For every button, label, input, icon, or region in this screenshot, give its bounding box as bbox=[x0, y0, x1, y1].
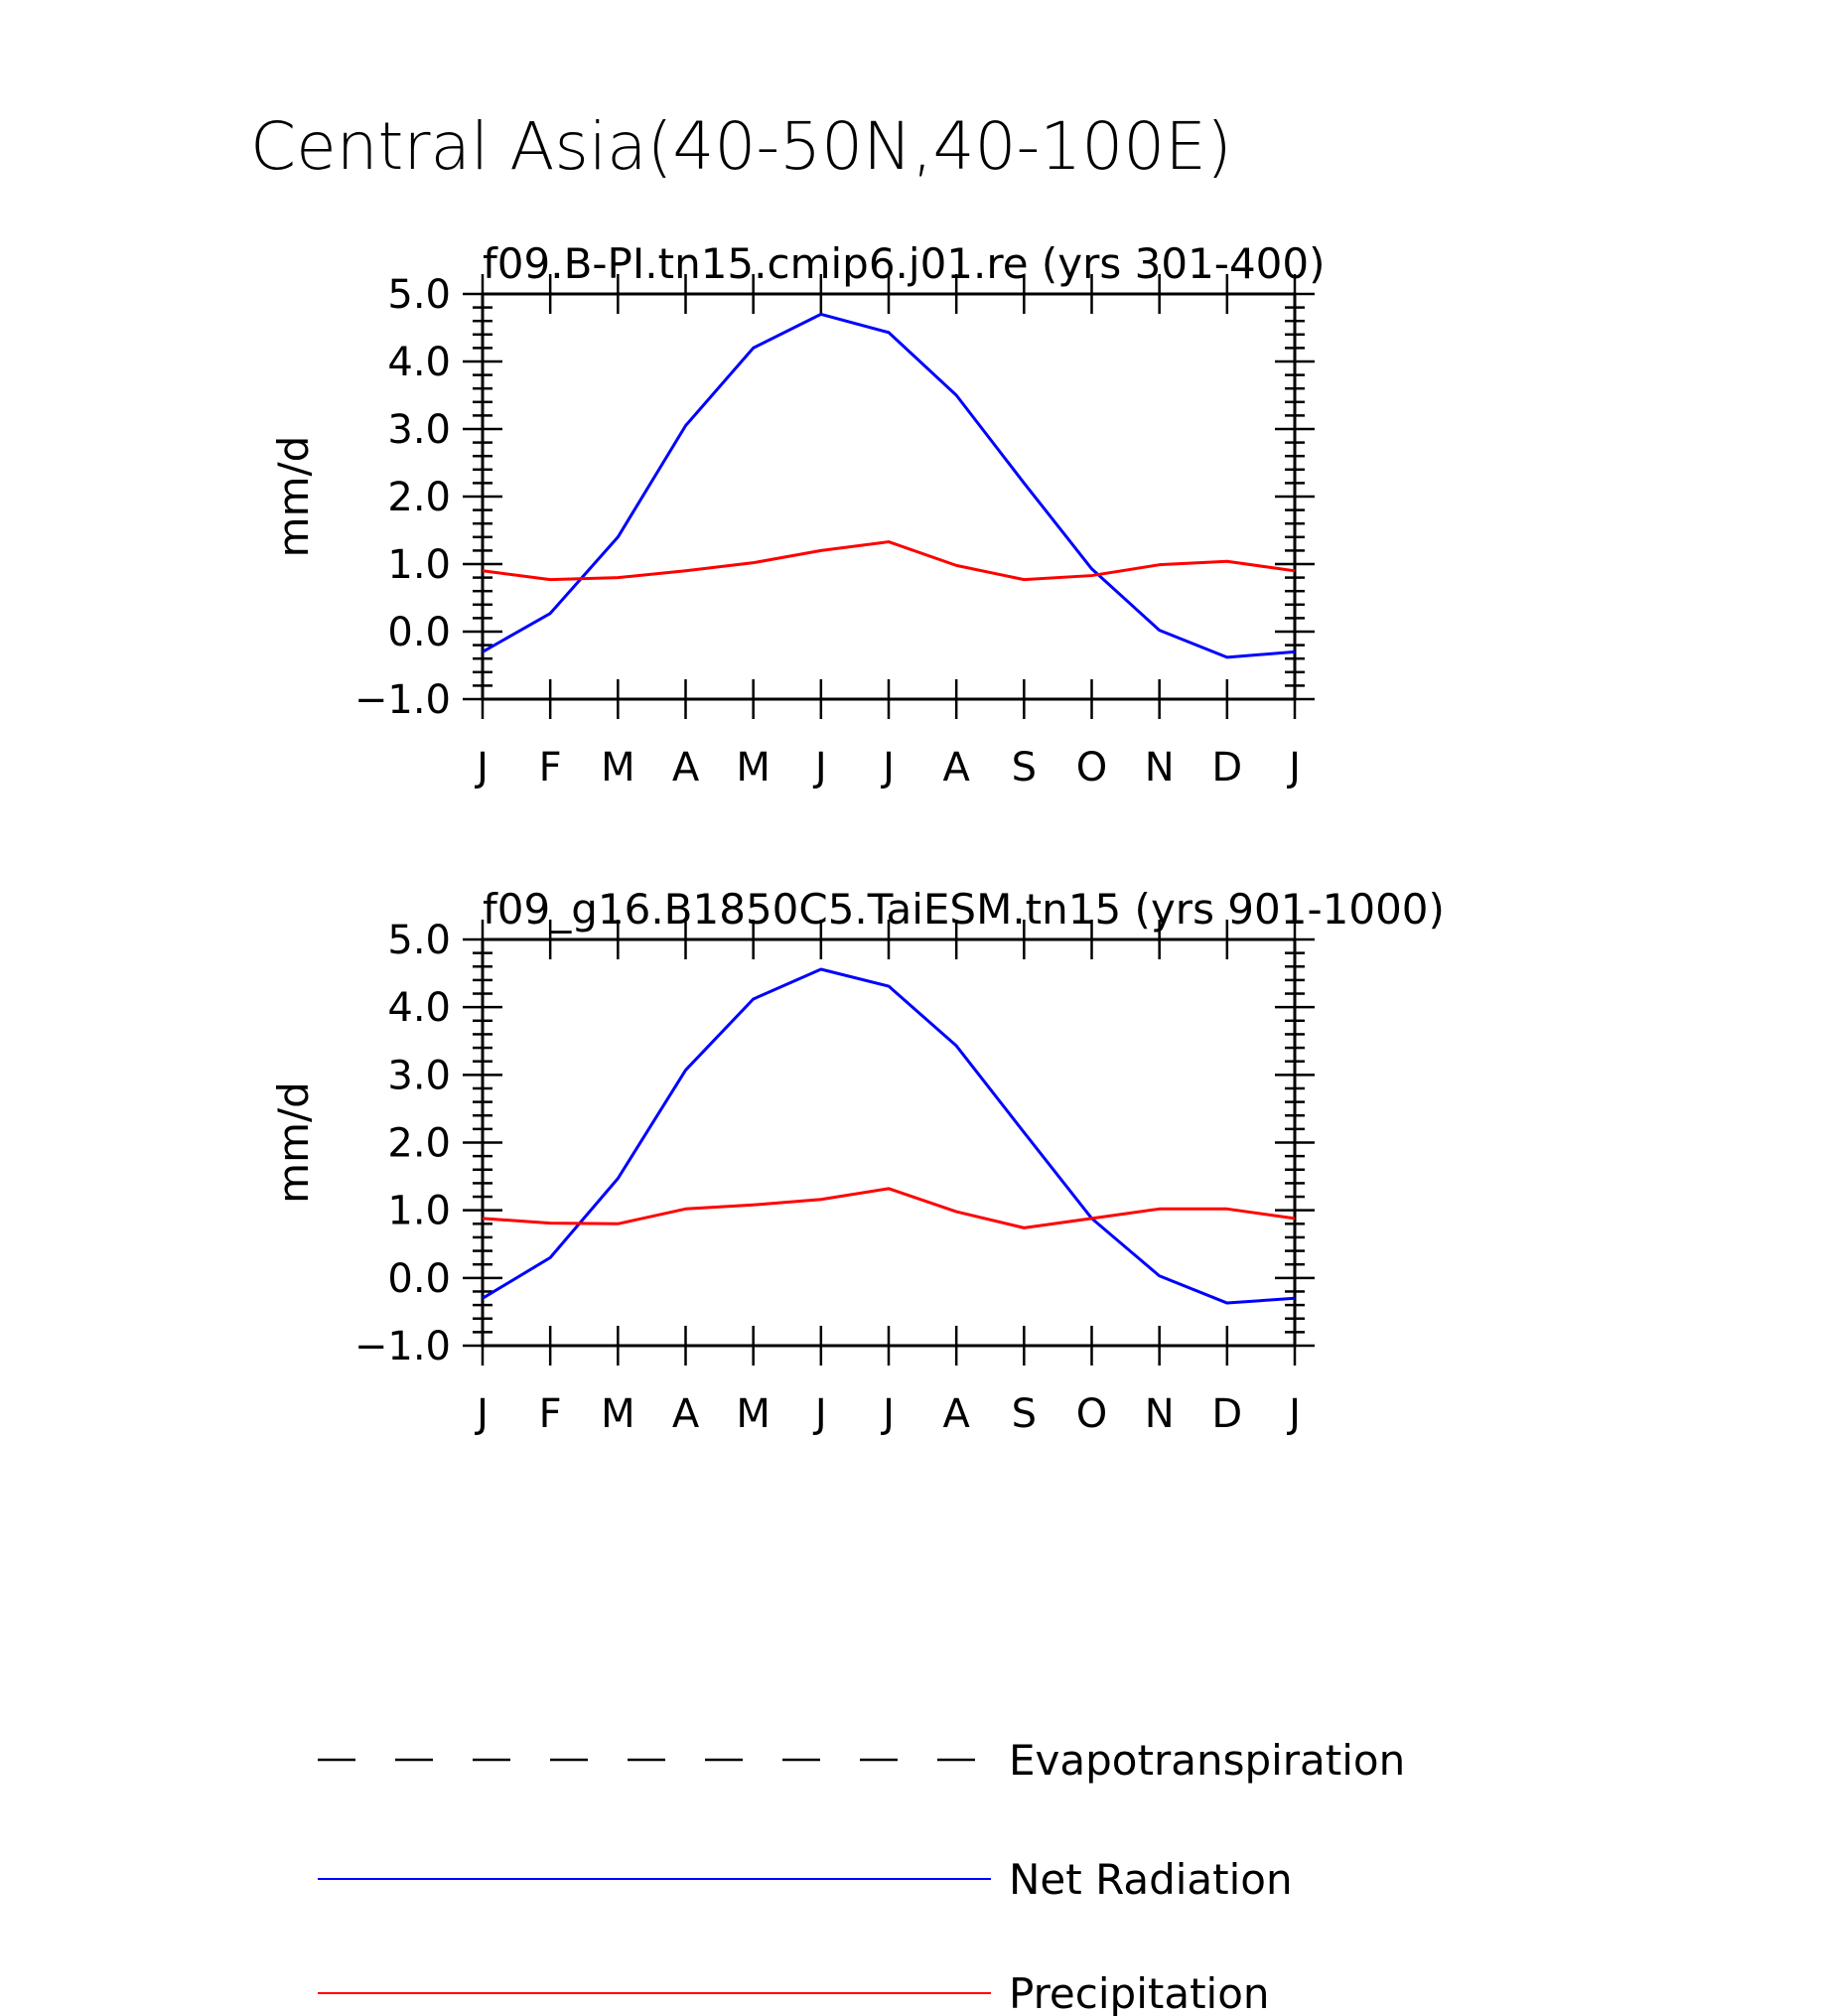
y-tick-label: 5.0 bbox=[387, 918, 451, 963]
legend-label: Net Radiation bbox=[1009, 1855, 1293, 1904]
y-tick-label: 4.0 bbox=[387, 985, 451, 1031]
y-tick-label: 4.0 bbox=[387, 340, 451, 385]
legend-item: Evapotranspiration bbox=[318, 1736, 1405, 1785]
plot-frame bbox=[481, 292, 1297, 701]
legend: Evapotranspiration Net Radiation Precipita… bbox=[318, 1736, 1405, 2016]
y-axis-label: mm/d bbox=[269, 436, 318, 558]
y-tick-label: 0.0 bbox=[387, 610, 451, 655]
x-tick-label: M bbox=[736, 1391, 771, 1437]
x-tick-label: J bbox=[1286, 1391, 1301, 1437]
y-tick-label: 2.0 bbox=[387, 1121, 451, 1167]
series-line-precipitation bbox=[482, 540, 1296, 582]
x-tick-label: D bbox=[1211, 745, 1242, 791]
y-tick-label: 1.0 bbox=[387, 542, 451, 588]
y-tick-label: 3.0 bbox=[387, 407, 451, 453]
x-tick-label: A bbox=[942, 745, 970, 791]
x-tick-label: O bbox=[1076, 745, 1107, 791]
x-tick-label: A bbox=[672, 1391, 700, 1437]
y-tick-label: 3.0 bbox=[387, 1053, 451, 1098]
legend-label: Evapotranspiration bbox=[1009, 1736, 1405, 1785]
x-tick-label: J bbox=[812, 745, 827, 791]
chart-panel-2: f09_g16.B1850C5.TaiESM.tn15 (yrs 901-100… bbox=[269, 885, 1445, 1437]
y-tick-label: −1.0 bbox=[354, 677, 451, 723]
legend-label: Precipitation bbox=[1009, 1969, 1270, 2016]
x-tick-label: N bbox=[1145, 745, 1175, 791]
y-tick-label: 1.0 bbox=[387, 1189, 451, 1234]
y-tick-label: 0.0 bbox=[387, 1256, 451, 1302]
x-tick-label: J bbox=[474, 745, 489, 791]
x-tick-label: N bbox=[1145, 1391, 1175, 1437]
chart-panels: f09.B-PI.tn15.cmip6.j01.re (yrs 301-400)… bbox=[269, 239, 1445, 1437]
panel-title: f09.B-PI.tn15.cmip6.j01.re (yrs 301-400) bbox=[483, 239, 1326, 288]
x-tick-label: A bbox=[942, 1391, 970, 1437]
x-tick-label: J bbox=[880, 745, 895, 791]
y-tick-label: 5.0 bbox=[387, 272, 451, 318]
x-tick-label: A bbox=[672, 745, 700, 791]
x-tick-label: J bbox=[474, 1391, 489, 1437]
figure-title: Central Asia(40-50N,40-100E) bbox=[250, 108, 1232, 185]
legend-item: Precipitation bbox=[318, 1969, 1270, 2016]
series-line-precipitation bbox=[482, 1187, 1296, 1229]
x-tick-label: J bbox=[880, 1391, 895, 1437]
chart-panel-1: f09.B-PI.tn15.cmip6.j01.re (yrs 301-400)… bbox=[269, 239, 1326, 791]
x-tick-label: J bbox=[812, 1391, 827, 1437]
x-tick-label: S bbox=[1012, 745, 1037, 791]
x-tick-label: D bbox=[1211, 1391, 1242, 1437]
legend-item: Net Radiation bbox=[318, 1855, 1293, 1904]
x-tick-label: F bbox=[539, 745, 562, 791]
x-tick-label: F bbox=[539, 1391, 562, 1437]
x-tick-label: M bbox=[601, 745, 635, 791]
x-tick-label: M bbox=[736, 745, 771, 791]
x-tick-label: O bbox=[1076, 1391, 1107, 1437]
x-tick-label: J bbox=[1286, 745, 1301, 791]
series-line-net-radiation bbox=[482, 312, 1296, 659]
y-tick-label: −1.0 bbox=[354, 1324, 451, 1369]
series-line-net-radiation bbox=[482, 967, 1296, 1305]
y-axis-label: mm/d bbox=[269, 1081, 318, 1204]
y-tick-label: 2.0 bbox=[387, 475, 451, 520]
x-tick-label: M bbox=[601, 1391, 635, 1437]
x-tick-label: S bbox=[1012, 1391, 1037, 1437]
plot-frame bbox=[481, 937, 1297, 1348]
panel-title: f09_g16.B1850C5.TaiESM.tn15 (yrs 901-100… bbox=[483, 885, 1445, 934]
